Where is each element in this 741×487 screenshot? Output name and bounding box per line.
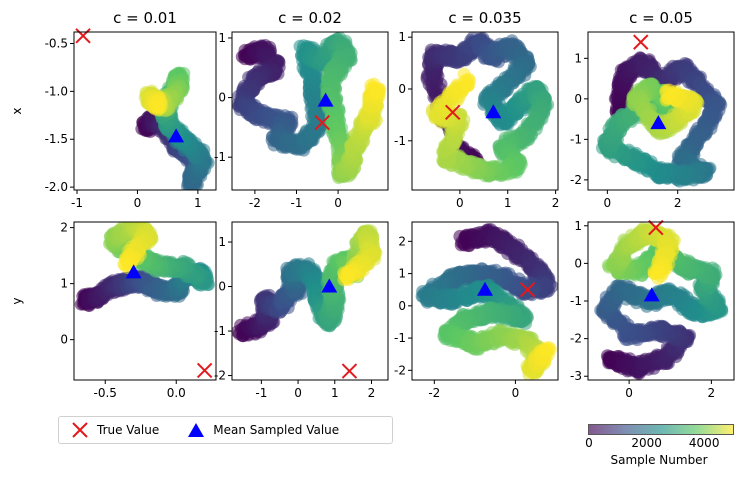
true-value-marker xyxy=(314,114,330,131)
sample-cloud xyxy=(420,32,555,183)
y-tick-label: 0 xyxy=(218,91,226,105)
y-tick-label: -2.0 xyxy=(45,180,68,194)
true-value-marker xyxy=(444,104,461,121)
mean-sampled-marker xyxy=(317,92,334,107)
axes-frame xyxy=(73,31,217,191)
mean-sampled-marker xyxy=(485,104,502,119)
sample-point xyxy=(150,96,164,109)
x-tick-label: 0 xyxy=(134,196,142,210)
panel-r0-c2: 0 1 2 -1 0 1 xyxy=(394,30,559,210)
axes-frame xyxy=(411,31,559,191)
sample-point xyxy=(457,67,471,81)
y-tick-label: 1 xyxy=(218,31,226,45)
x-tick-label: -1 xyxy=(290,196,302,210)
x-tick-label: 1 xyxy=(504,196,512,210)
mean-sampled-marker xyxy=(168,128,185,143)
panel-r0-c3: 0 2-2-101 xyxy=(570,31,735,210)
y-tick-label: -1 xyxy=(214,150,226,164)
x-tick-label: -2 xyxy=(249,196,261,210)
x-tick-label: 0 xyxy=(456,196,464,210)
sample-cloud xyxy=(135,66,215,190)
sample-cloud xyxy=(232,32,387,185)
true-value-marker xyxy=(75,28,91,44)
y-tick-label: -1 xyxy=(394,134,406,148)
panel-r0-c1: -2 -1 0 -1 0 1 xyxy=(214,31,389,210)
y-tick-label: 0 xyxy=(398,82,406,96)
x-tick-label: -1 xyxy=(71,196,83,210)
y-tick-label: -1.5 xyxy=(45,132,68,146)
panel-r0-c0: -1 0 1 -2.0 -1.5 -1.0 -0.5 xyxy=(45,28,217,210)
sample-cloud xyxy=(595,51,728,188)
x-tick-label: 2 xyxy=(552,196,560,210)
axes-frame xyxy=(231,31,389,191)
y-tick-label: -1.0 xyxy=(45,84,68,98)
y-tick-label: 1 xyxy=(398,30,406,44)
y-tick-label: -0.5 xyxy=(45,36,68,50)
x-tick-label: 0 xyxy=(334,196,342,210)
sample-point xyxy=(367,77,381,91)
x-tick-label: 1 xyxy=(194,196,202,210)
